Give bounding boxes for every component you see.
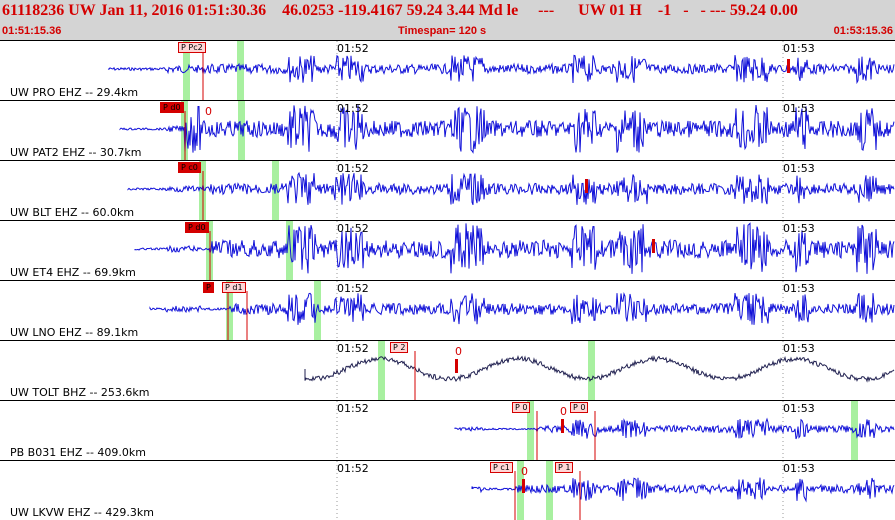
phase-pick-flag[interactable]: P c0: [178, 162, 201, 173]
time-tick-label: 01:52: [337, 102, 369, 115]
phase-pick-flag[interactable]: P 2: [390, 342, 409, 353]
seismic-trace: [107, 54, 895, 85]
phase-window-marker: [527, 401, 534, 460]
amplitude-marker: [561, 419, 564, 433]
channel-label: UW LNO EHZ -- 89.1km: [10, 326, 139, 339]
phase-pick-flag[interactable]: P Pc2: [178, 42, 206, 53]
phase-pick-flag[interactable]: P d1: [222, 282, 246, 293]
phase-window-marker: [378, 341, 385, 400]
header-bar: 61118236 UW Jan 11, 2016 01:51:30.36 46.…: [0, 0, 895, 40]
time-tick-label: 01:53: [783, 42, 815, 55]
amplitude-marker: [455, 359, 458, 373]
amplitude-marker: [787, 59, 790, 73]
time-tick-label: 01:52: [337, 162, 369, 175]
waveform-svg: [127, 161, 895, 220]
seismic-trace: [454, 417, 895, 440]
trace-panel[interactable]: 01:52 01:53 P 2 0 UW TOLT BHZ -- 253.6km: [0, 340, 895, 400]
phase-pick-flag[interactable]: P: [203, 282, 214, 293]
end-time: 01:53:15.36: [833, 25, 893, 37]
amplitude-marker: [652, 239, 655, 253]
time-tick-label: 01:52: [337, 342, 369, 355]
time-tick-label: 01:52: [337, 222, 369, 235]
pick-weight-label: 0: [560, 405, 567, 418]
waveform-svg: [304, 341, 895, 400]
time-tick-label: 01:53: [783, 102, 815, 115]
waveform-svg: [134, 221, 895, 280]
trace-panel[interactable]: 01:52 01:53 P P d1 UW LNO EHZ -- 89.1km: [0, 280, 895, 340]
amplitude-marker: [522, 479, 525, 493]
seismic-trace: [471, 477, 895, 503]
channel-label: UW PRO EHZ -- 29.4km: [10, 86, 139, 99]
channel-label: UW PAT2 EHZ -- 30.7km: [10, 146, 142, 159]
waveform-svg: [336, 401, 895, 460]
channel-label: UW ET4 EHZ -- 69.9km: [10, 266, 136, 279]
channel-label: UW LKVW EHZ -- 429.3km: [10, 506, 154, 519]
phase-pick-flag[interactable]: P d0: [160, 102, 184, 113]
seismic-trace: [127, 171, 895, 205]
event-title: 61118236 UW Jan 11, 2016 01:51:30.36 46.…: [2, 2, 798, 19]
time-tick-label: 01:53: [783, 282, 815, 295]
time-tick-label: 01:53: [783, 462, 815, 475]
time-tick-label: 01:53: [783, 162, 815, 175]
waveform-svg: [107, 41, 895, 100]
waveform-svg: [336, 461, 895, 520]
trace-panel[interactable]: 01:52 01:53 P Pc2 UW PRO EHZ -- 29.4km: [0, 40, 895, 100]
time-tick-label: 01:52: [337, 282, 369, 295]
phase-pick-flag[interactable]: P c1: [490, 462, 513, 473]
seismic-trace: [149, 291, 895, 325]
start-time: 01:51:15.36: [2, 25, 62, 37]
waveform-svg: [149, 281, 895, 340]
phase-window-marker: [237, 41, 244, 100]
waveform-svg: [119, 101, 895, 160]
time-tick-label: 01:53: [783, 402, 815, 415]
phase-pick-flag[interactable]: P 0: [512, 402, 531, 413]
trace-panel[interactable]: 01:52 01:53 P d0 UW ET4 EHZ -- 69.9km: [0, 220, 895, 280]
phase-pick-flag[interactable]: P 1: [555, 462, 574, 473]
seismic-trace: [304, 354, 895, 383]
pick-weight-label: 0: [455, 345, 462, 358]
channel-label: UW TOLT BHZ -- 253.6km: [10, 386, 150, 399]
phase-window-marker: [286, 221, 293, 280]
phase-pick-flag[interactable]: P 0: [570, 402, 589, 413]
phase-window-marker: [314, 281, 321, 340]
pick-weight-label: 0: [521, 465, 528, 478]
waveform-panels: 01:52 01:53 P Pc2 UW PRO EHZ -- 29.4km 01:52…: [0, 40, 895, 520]
timespan-label: Timespan= 120 s: [398, 25, 487, 37]
time-tick-label: 01:53: [783, 222, 815, 235]
phase-window-marker: [588, 341, 595, 400]
time-tick-label: 01:52: [337, 42, 369, 55]
time-tick-label: 01:52: [337, 462, 369, 475]
pick-weight-label: 0: [205, 105, 212, 118]
phase-pick-flag[interactable]: P d0: [185, 222, 209, 233]
trace-panel[interactable]: 01:52 01:53 P c1 P 1 0 UW LKVW EHZ -- 429.3km: [0, 460, 895, 520]
channel-label: UW BLT EHZ -- 60.0km: [10, 206, 135, 219]
time-tick-label: 01:52: [337, 402, 369, 415]
time-tick-label: 01:53: [783, 342, 815, 355]
amplitude-marker: [585, 179, 588, 193]
channel-label: PB B031 EHZ -- 409.0km: [10, 446, 146, 459]
phase-window-marker: [226, 281, 233, 340]
seismic-trace: [119, 105, 895, 154]
trace-panel[interactable]: 01:52 01:53 P d0 0 UW PAT2 EHZ -- 30.7km: [0, 100, 895, 160]
trace-panel[interactable]: 01:52 01:53 P c0 UW BLT EHZ -- 60.0km: [0, 160, 895, 220]
seismic-trace: [134, 222, 895, 274]
